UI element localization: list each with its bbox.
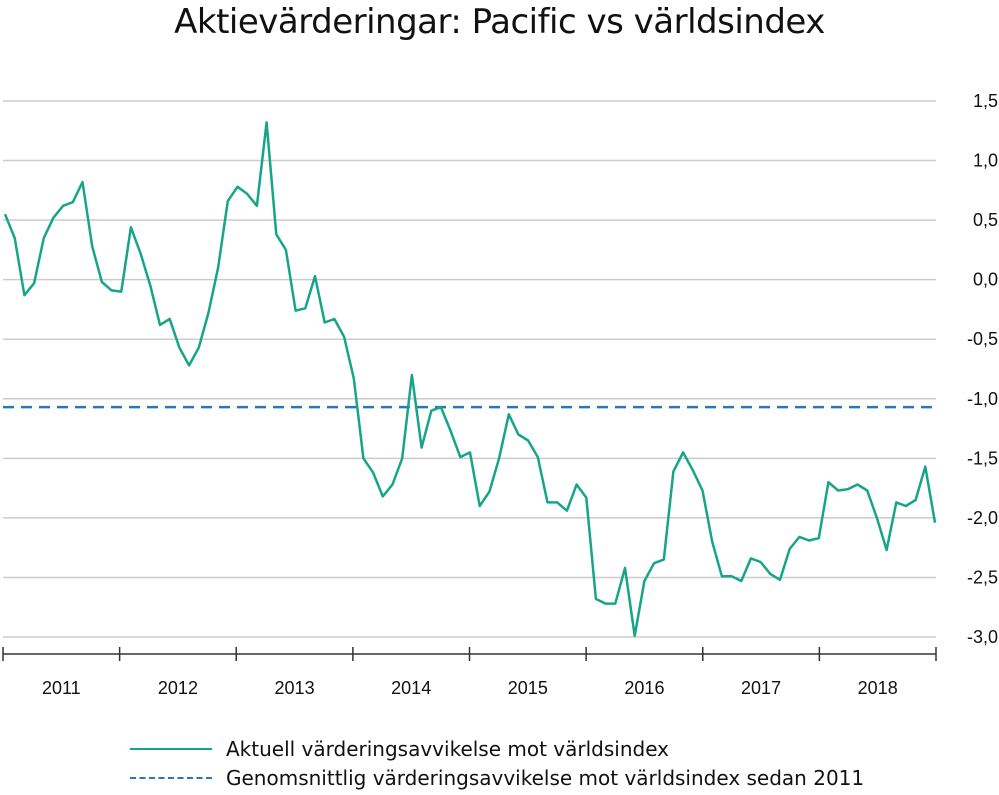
y-tick-label: -1,5 bbox=[967, 448, 998, 468]
x-tick-label: 2013 bbox=[275, 678, 315, 698]
gridlines bbox=[3, 100, 936, 638]
line-chart: 1,5 1,0 0,5 0,0 -0,5 -1,0 -1,5 -2,0 -2,5 -3,0 201… bbox=[2, 91, 998, 698]
x-tick-label: 2018 bbox=[858, 678, 898, 698]
x-axis: 2011 2012 2013 2014 2015 2016 2017 2018 bbox=[2, 647, 937, 698]
y-tick-label: -2,0 bbox=[967, 508, 998, 528]
x-tick-label: 2016 bbox=[624, 678, 664, 698]
y-tick-label: -3,0 bbox=[967, 627, 998, 647]
y-axis-tick-labels: 1,5 1,0 0,5 0,0 -0,5 -1,0 -1,5 -2,0 -2,5 -3,0 bbox=[967, 91, 998, 647]
actual-line bbox=[3, 121, 937, 638]
y-tick-label: 0,5 bbox=[973, 210, 998, 230]
y-tick-label: -2,5 bbox=[967, 567, 998, 587]
legend-swatch-solid bbox=[130, 748, 212, 750]
x-tick-label: 2014 bbox=[391, 678, 431, 698]
legend-label-average: Genomsnittlig värderingsavvikelse mot vä… bbox=[226, 766, 865, 790]
actual-series bbox=[3, 121, 937, 638]
legend-label-actual: Aktuell värderingsavvikelse mot världsin… bbox=[226, 737, 670, 761]
legend-swatch-dashed bbox=[130, 777, 212, 779]
x-tick-label: 2012 bbox=[158, 678, 198, 698]
legend-item-average: Genomsnittlig värderingsavvikelse mot vä… bbox=[130, 766, 864, 790]
x-tick-label: 2011 bbox=[42, 678, 81, 698]
x-tick-label: 2017 bbox=[741, 678, 781, 698]
legend-item-actual: Aktuell värderingsavvikelse mot världsin… bbox=[130, 737, 669, 761]
y-tick-label: -0,5 bbox=[967, 329, 998, 349]
y-tick-label: 0,0 bbox=[973, 270, 998, 290]
y-tick-label: 1,5 bbox=[973, 91, 998, 111]
y-tick-label: 1,0 bbox=[973, 151, 998, 171]
chart-title: Aktievärderingar: Pacific vs världsindex bbox=[174, 2, 825, 42]
y-tick-label: -1,0 bbox=[967, 389, 998, 409]
x-tick-label: 2015 bbox=[508, 678, 548, 698]
